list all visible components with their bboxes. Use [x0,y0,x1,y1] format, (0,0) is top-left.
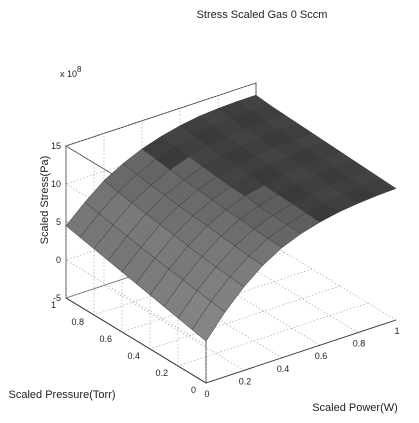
x-tick-label: 0.4 [277,364,290,374]
x-tick-label: 0.8 [353,339,366,349]
y-tick-label: 0.8 [71,317,84,327]
y-tick-label: 0.4 [127,351,140,361]
z-axis-label: Scaled Stress(Pa) [39,156,51,245]
surface-layer [65,94,397,342]
x-tick-label: 0.6 [315,351,328,361]
x-axis-line [205,319,397,384]
y-axis-label: Scaled Pressure(Torr) [9,389,116,401]
x-tick-label: 0.2 [239,376,252,386]
y-tick-label: 0.6 [99,334,112,344]
y-axis-line [65,297,207,384]
y-tick-label: 1 [51,300,56,310]
y-tick-label: 0 [191,385,196,395]
x-axis-label: Scaled Power(W) [312,402,398,414]
chart-title: Stress Scaled Gas 0 Sccm [197,9,328,21]
surface-cell [362,178,397,196]
x-tick-label: 0 [204,389,209,399]
z-multiplier: x 108 [60,65,82,79]
z-tick-label: 10 [51,179,61,189]
z-multiplier-exponent: 8 [77,65,82,74]
z-tick-label: 15 [51,141,61,151]
y-tick-label: 0.2 [155,368,168,378]
x-tick-label: 1 [394,326,399,336]
z-tick-label: 0 [56,255,61,265]
z-tick-label: 5 [56,217,61,227]
z-multiplier-base: x 10 [60,69,77,79]
z-tick-label: -5 [53,293,61,303]
